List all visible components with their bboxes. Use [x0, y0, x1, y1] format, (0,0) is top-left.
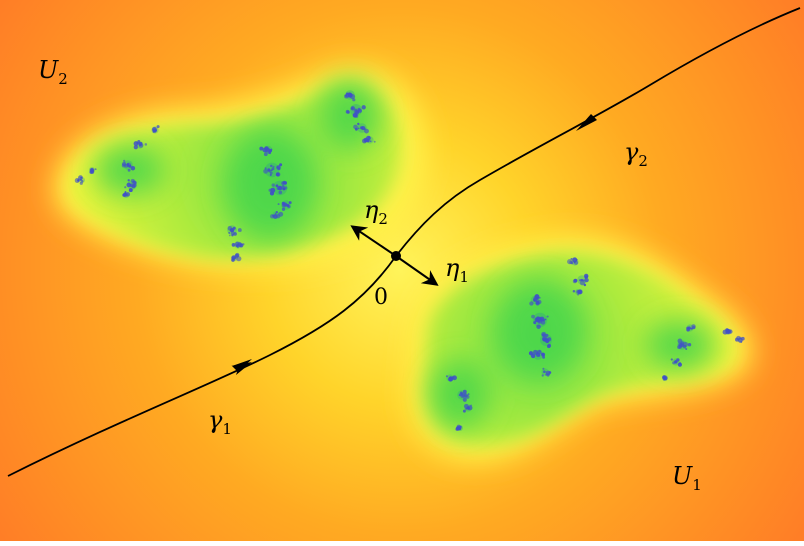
filament-cluster: [74, 175, 85, 185]
filament-cluster: [457, 389, 470, 402]
filament-cluster: [735, 335, 745, 343]
filament-cluster: [227, 225, 242, 237]
filament-cluster: [462, 403, 473, 413]
filament-cluster: [567, 257, 579, 266]
filament-cluster: [133, 139, 148, 150]
label-gamma1: γ1: [208, 406, 232, 438]
filament-cluster: [722, 328, 733, 335]
filament-cluster: [677, 338, 692, 351]
filament-cluster: [259, 145, 273, 157]
filament-cluster: [121, 159, 136, 172]
label-gamma2: γ2: [624, 138, 648, 170]
label-eta2: η2: [364, 196, 388, 228]
filament-cluster: [661, 375, 668, 381]
filament-cluster: [231, 241, 245, 249]
filament-cluster: [263, 162, 283, 178]
filament-cluster: [528, 349, 546, 360]
arrow-eta2: [350, 225, 397, 257]
filament-cluster: [541, 367, 552, 377]
arrow-gamma2-head: [576, 114, 597, 131]
filament-cluster: [686, 324, 696, 332]
filament-cluster: [531, 312, 549, 329]
filament-cluster: [151, 125, 160, 134]
filament-cluster: [572, 289, 583, 296]
arrow-gamma1-head: [232, 359, 252, 372]
filament-cluster: [445, 374, 457, 382]
label-u1: U1: [672, 462, 702, 494]
filament-cluster: [670, 358, 682, 367]
fractal-filaments: [74, 90, 745, 431]
filament-cluster: [345, 104, 366, 118]
filament-cluster: [89, 167, 97, 174]
label-origin: 0: [374, 285, 388, 310]
curve-gamma2: [395, 7, 801, 257]
filament-cluster: [270, 210, 284, 219]
filament-cluster: [455, 424, 463, 431]
fixed-point-origin: [391, 251, 401, 261]
filament-cluster: [353, 122, 369, 134]
filament-cluster: [362, 135, 376, 144]
filament-cluster: [124, 178, 137, 193]
filament-cluster: [529, 294, 542, 306]
label-u2: U2: [38, 56, 68, 88]
filament-cluster: [572, 273, 589, 287]
curve-gamma1: [7, 255, 397, 477]
filament-cluster: [231, 252, 242, 262]
filament-cluster: [540, 331, 552, 349]
filament-cluster: [122, 190, 131, 198]
label-eta1: η1: [445, 254, 469, 286]
filament-cluster: [277, 200, 292, 211]
filament-cluster: [268, 180, 288, 196]
arrow-eta1: [395, 255, 439, 286]
filament-cluster: [344, 90, 356, 102]
